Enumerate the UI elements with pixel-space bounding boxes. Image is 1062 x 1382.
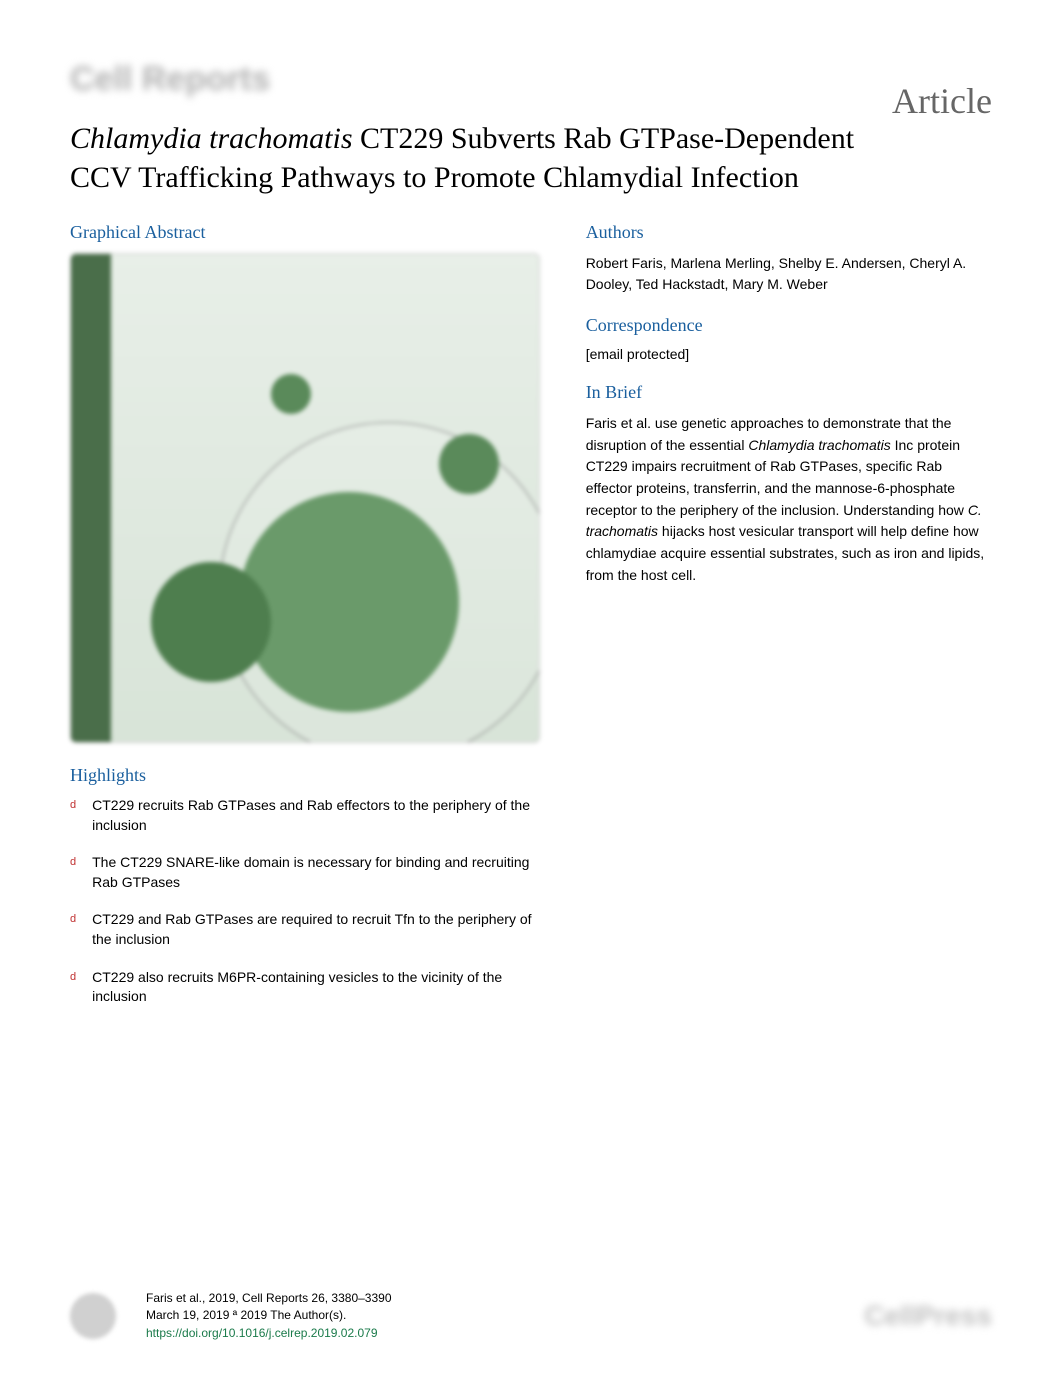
journal-logo: Cell Reports [70,60,992,99]
crossmark-icon[interactable] [70,1293,116,1339]
highlight-text: CT229 also recruits M6PR-containing vesi… [92,968,546,1007]
bullet-icon: d [70,798,76,813]
bullet-icon: d [70,912,76,927]
ga-circle-medium [151,562,271,682]
main-columns: Graphical Abstract Highlights d CT229 re… [70,222,992,1025]
footer-left: Faris et al., 2019, Cell Reports 26, 338… [70,1290,392,1342]
article-title: Chlamydia trachomatis CT229 Subverts Rab… [70,119,890,197]
highlights-list: d CT229 recruits Rab GTPases and Rab eff… [70,796,546,1007]
cellpress-logo: CellPress [864,1300,992,1332]
graphical-abstract-heading: Graphical Abstract [70,222,546,243]
inbrief-heading: In Brief [586,382,992,403]
highlight-text: The CT229 SNARE-like domain is necessary… [92,853,546,892]
highlight-item: d The CT229 SNARE-like domain is necessa… [70,853,546,892]
citation-line-2: March 19, 2019 ª 2019 The Author(s). [146,1307,392,1324]
ga-circle-large [239,492,459,712]
page-footer: Faris et al., 2019, Cell Reports 26, 338… [70,1290,992,1342]
highlight-text: CT229 recruits Rab GTPases and Rab effec… [92,796,546,835]
title-species: Chlamydia trachomatis [70,122,353,155]
highlight-item: d CT229 recruits Rab GTPases and Rab eff… [70,796,546,835]
highlight-item: d CT229 also recruits M6PR-containing ve… [70,968,546,1007]
authors-heading: Authors [586,222,992,243]
citation-line-1: Faris et al., 2019, Cell Reports 26, 338… [146,1290,392,1307]
left-column: Graphical Abstract Highlights d CT229 re… [70,222,546,1025]
citation-authors: Faris et al., 2019, Cell Reports [146,1291,311,1305]
ga-sidebar-shape [71,254,111,742]
citation-block: Faris et al., 2019, Cell Reports 26, 338… [146,1290,392,1342]
ga-circle-small-1 [439,434,499,494]
correspondence-email[interactable]: [email protected] [586,346,992,362]
highlights-heading: Highlights [70,765,546,786]
citation-volume: 26 [311,1291,324,1305]
highlight-item: d CT229 and Rab GTPases are required to … [70,910,546,949]
correspondence-heading: Correspondence [586,315,992,336]
bullet-icon: d [70,970,76,985]
inbrief-species-1: Chlamydia trachomatis [748,437,890,453]
ga-circle-small-2 [271,374,311,414]
authors-list: Robert Faris, Marlena Merling, Shelby E.… [586,253,992,295]
highlight-text: CT229 and Rab GTPases are required to re… [92,910,546,949]
right-column: Authors Robert Faris, Marlena Merling, S… [586,222,992,1025]
citation-doi[interactable]: https://doi.org/10.1016/j.celrep.2019.02… [146,1325,392,1342]
bullet-icon: d [70,855,76,870]
citation-pages: , 3380–3390 [325,1291,392,1305]
inbrief-text: Faris et al. use genetic approaches to d… [586,413,992,587]
graphical-abstract-figure [70,253,540,743]
